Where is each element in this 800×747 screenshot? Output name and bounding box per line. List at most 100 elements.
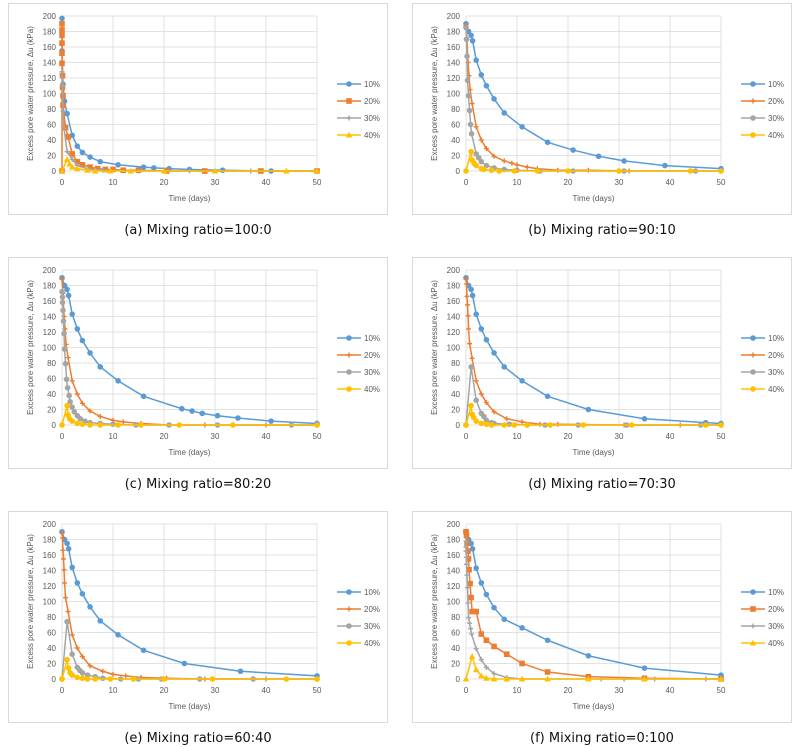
series-line	[61, 18, 317, 172]
data-point	[59, 422, 65, 428]
series-20pct	[463, 528, 724, 682]
legend-marker	[346, 589, 352, 595]
data-point	[60, 318, 67, 324]
x-tick-label: 10	[109, 432, 118, 441]
data-point	[84, 676, 91, 682]
y-tick-label: 120	[447, 328, 461, 337]
y-tick-label: 200	[447, 12, 461, 21]
data-point	[59, 530, 65, 536]
data-point	[478, 158, 485, 165]
legend-label: 30%	[768, 114, 784, 123]
data-point	[504, 651, 510, 657]
data-point	[473, 608, 479, 615]
data-point	[62, 580, 68, 586]
y-tick-label: 60	[451, 375, 460, 384]
x-tick-label: 40	[666, 686, 675, 695]
legend-label: 30%	[768, 368, 784, 377]
legend-marker	[345, 131, 353, 138]
y-tick-label: 140	[43, 567, 57, 576]
y-tick-label: 200	[447, 520, 461, 529]
data-point	[74, 326, 81, 332]
y-tick-label: 60	[451, 629, 460, 638]
data-point	[478, 631, 485, 637]
data-point	[501, 110, 508, 116]
legend-label: 10%	[364, 588, 380, 597]
data-point	[87, 154, 93, 160]
y-axis-title: Excess pore water pressure, Δu (kPa)	[430, 534, 439, 669]
y-tick-label: 20	[47, 152, 56, 161]
y-tick-label: 140	[43, 313, 57, 322]
data-point	[314, 422, 320, 428]
data-point	[58, 167, 66, 174]
y-tick-label: 20	[451, 152, 460, 161]
data-point	[61, 567, 67, 573]
data-point	[84, 166, 91, 173]
x-tick-label: 0	[464, 178, 469, 187]
data-point	[87, 422, 93, 428]
data-point	[488, 422, 495, 428]
data-point	[74, 391, 80, 397]
data-point	[570, 147, 576, 153]
x-tick-label: 20	[564, 432, 573, 441]
legend-marker	[346, 606, 352, 612]
data-point	[79, 670, 86, 676]
data-point	[87, 604, 93, 610]
data-point	[501, 422, 508, 428]
chart-panel: 0 20 40 60 80 100 120 140 160 180 200 0 10 20 30 40 50 Ti…	[8, 511, 388, 723]
data-point	[65, 355, 71, 361]
chart-panel: 0 20 40 60 80 100 120 140 160 180 200 0 10 20 30 40 50 Ti…	[8, 257, 388, 469]
figure-caption: (f) Mixing ratio=0:100	[530, 731, 674, 746]
data-point	[555, 167, 561, 173]
data-point	[60, 108, 66, 114]
x-tick-label: 30	[615, 178, 624, 187]
legend-marker	[750, 606, 756, 612]
data-point	[687, 168, 694, 174]
data-point	[237, 668, 244, 675]
data-point	[467, 620, 473, 626]
data-point	[464, 77, 471, 84]
data-point	[473, 418, 479, 424]
data-point	[483, 637, 490, 644]
series-20pct	[463, 22, 724, 174]
data-point	[61, 346, 68, 352]
data-point	[110, 421, 116, 428]
data-point	[60, 83, 66, 89]
data-point	[464, 554, 470, 560]
legend-label: 20%	[768, 97, 784, 106]
y-axis-title: Excess pore water pressure, Δu (kPa)	[430, 26, 439, 161]
data-point	[115, 422, 121, 428]
data-point	[60, 535, 66, 541]
data-point	[313, 167, 321, 174]
data-point	[483, 146, 489, 152]
data-point	[69, 156, 75, 162]
data-point	[641, 665, 648, 671]
data-point	[585, 652, 592, 659]
legend-label: 20%	[364, 351, 380, 360]
series-10pct	[59, 528, 320, 679]
series-40pct	[463, 148, 724, 174]
y-tick-label: 100	[43, 90, 57, 99]
data-point	[483, 82, 490, 89]
data-point	[59, 27, 65, 33]
data-point	[595, 153, 602, 160]
x-tick-label: 0	[464, 432, 469, 441]
data-point	[555, 421, 561, 427]
data-point	[514, 162, 520, 168]
data-point	[465, 600, 471, 606]
data-point	[59, 32, 65, 39]
x-tick-label: 10	[513, 432, 522, 441]
data-point	[176, 422, 183, 428]
data-point	[491, 643, 497, 650]
data-point	[59, 50, 65, 56]
series-40pct	[59, 656, 320, 682]
legend-label: 10%	[768, 80, 784, 89]
series-line	[465, 277, 722, 425]
x-tick-label: 50	[717, 178, 726, 187]
data-point	[537, 421, 543, 427]
data-point	[100, 668, 106, 674]
data-point	[92, 676, 98, 682]
data-point	[268, 418, 274, 424]
data-point	[628, 422, 635, 428]
data-point	[283, 676, 290, 682]
data-point	[464, 572, 470, 578]
